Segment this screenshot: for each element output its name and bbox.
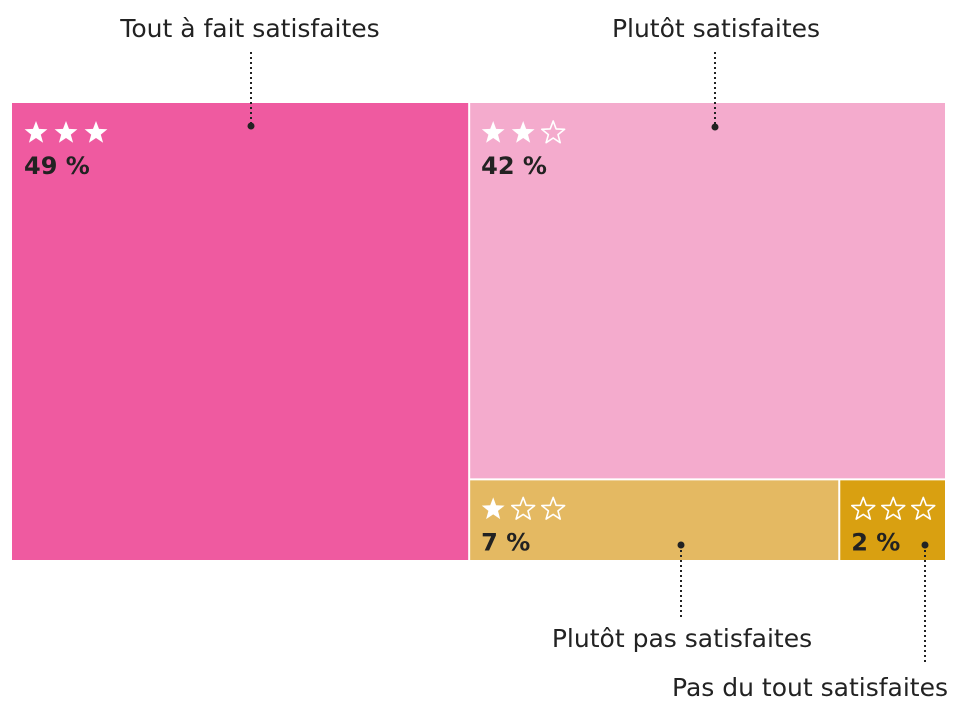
star-filled [84,121,108,143]
star-empty [540,496,566,520]
star-empty [510,496,536,520]
category-label: Tout à fait satisfaites [119,14,379,43]
star-empty [910,496,936,520]
star-empty [540,120,566,144]
value-label: 7 % [481,528,530,556]
star-rating [850,496,936,520]
leader-dot [247,122,255,130]
star-rating [481,120,566,144]
leader-dot [677,541,685,549]
category-label: Plutôt satisfaites [612,14,820,43]
star-filled [481,497,505,520]
value-label: 49 % [24,152,90,180]
treemap-cell [12,103,469,560]
leader-dot [921,541,929,549]
star-filled [481,121,505,143]
category-label: Plutôt pas satisfaites [552,624,812,653]
treemap-cell [470,103,945,479]
star-rating [24,121,108,143]
star-filled [24,121,48,143]
treemap-cell [470,480,839,560]
star-filled [54,121,78,143]
leader-dot [711,123,719,131]
star-empty [880,496,906,520]
category-label: Pas du tout satisfaites [672,673,948,701]
star-rating [481,496,566,520]
star-filled [511,121,535,143]
value-label: 42 % [481,152,547,180]
star-empty [850,496,876,520]
value-label: 2 % [851,528,900,556]
